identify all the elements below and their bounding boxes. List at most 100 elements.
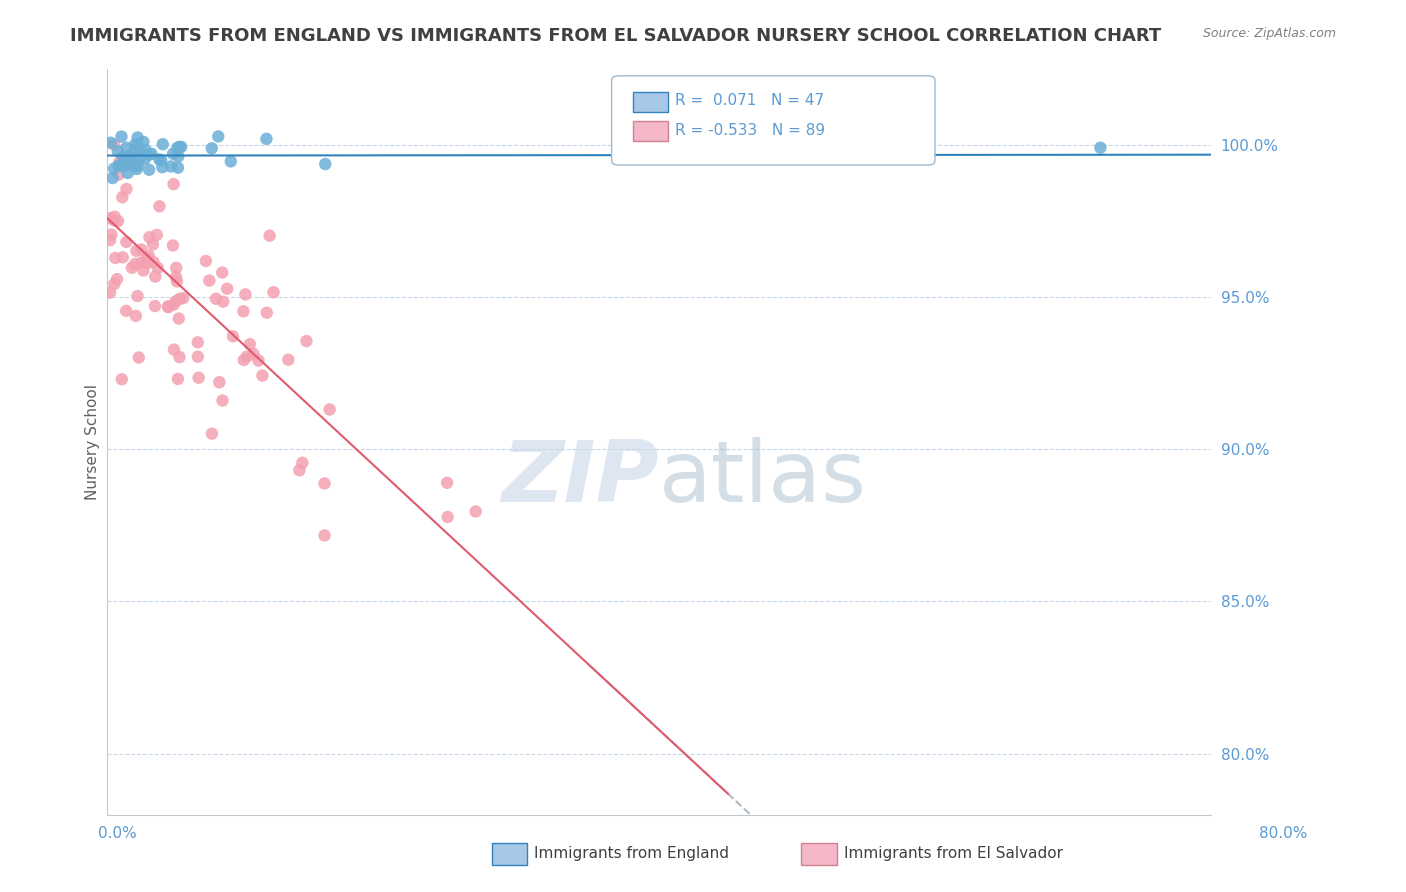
Point <box>105 272 128 286</box>
Point <box>170 140 193 154</box>
Point <box>162 146 184 161</box>
Point <box>194 254 217 268</box>
Point <box>143 299 166 313</box>
Point <box>127 130 149 145</box>
Point <box>115 141 138 155</box>
Point <box>143 269 166 284</box>
Point <box>146 227 169 242</box>
Point <box>110 159 132 173</box>
Point <box>115 235 138 249</box>
Point <box>127 159 149 173</box>
Point <box>111 251 134 265</box>
Point <box>107 168 129 182</box>
Point <box>111 372 134 386</box>
Point <box>167 161 190 175</box>
Point <box>127 289 149 303</box>
Point <box>110 129 132 144</box>
Point <box>232 304 254 318</box>
Point <box>125 309 148 323</box>
Point <box>165 294 187 309</box>
Point <box>239 337 262 351</box>
Point <box>1090 141 1112 155</box>
Point <box>108 155 131 169</box>
Point <box>165 270 187 285</box>
Point <box>107 159 129 173</box>
Point <box>129 243 152 257</box>
Point <box>101 171 124 186</box>
Point <box>242 347 264 361</box>
Point <box>104 251 127 265</box>
Point <box>166 275 188 289</box>
Text: R =  0.071   N = 47: R = 0.071 N = 47 <box>675 94 824 108</box>
Point <box>142 255 165 269</box>
Point <box>142 237 165 252</box>
Point <box>236 350 259 364</box>
Text: atlas: atlas <box>659 437 868 520</box>
Point <box>314 528 336 542</box>
Point <box>232 353 254 368</box>
Point <box>138 249 160 263</box>
Point <box>219 154 242 169</box>
Point <box>127 154 149 169</box>
Point <box>156 300 179 314</box>
Point <box>135 144 157 158</box>
Point <box>205 292 228 306</box>
Point <box>98 233 121 247</box>
Point <box>222 329 245 343</box>
Point <box>103 213 125 227</box>
Point <box>141 146 163 161</box>
Text: Immigrants from England: Immigrants from England <box>534 847 730 861</box>
Point <box>314 476 336 491</box>
Point <box>124 257 146 271</box>
Point <box>198 273 221 287</box>
Point <box>169 140 191 154</box>
Point <box>100 136 122 150</box>
Point <box>150 160 173 174</box>
Point <box>211 266 233 280</box>
Text: 80.0%: 80.0% <box>1260 827 1308 841</box>
Point <box>138 162 160 177</box>
Point <box>160 160 183 174</box>
Point <box>107 214 129 228</box>
Point <box>291 456 314 470</box>
Point <box>163 343 186 357</box>
Text: 0.0%: 0.0% <box>98 827 138 841</box>
Point <box>150 153 173 167</box>
Point <box>115 304 138 318</box>
Point <box>436 475 458 490</box>
Point <box>166 141 188 155</box>
Point <box>132 263 155 277</box>
Point <box>288 463 311 477</box>
Point <box>165 260 187 275</box>
Point <box>162 238 184 252</box>
Point <box>256 306 278 320</box>
Point <box>148 199 170 213</box>
Point <box>135 252 157 266</box>
Point <box>111 190 134 204</box>
Point <box>103 210 125 224</box>
Point <box>121 260 143 275</box>
Point <box>167 149 190 163</box>
Point <box>134 152 156 166</box>
Text: ZIP: ZIP <box>502 437 659 520</box>
Point <box>212 294 235 309</box>
Point <box>103 137 125 152</box>
Point <box>167 311 190 326</box>
Point <box>295 334 318 348</box>
Point <box>128 143 150 157</box>
Point <box>247 353 270 368</box>
Point <box>252 368 274 383</box>
Point <box>136 256 159 270</box>
Point <box>208 375 231 389</box>
Point <box>157 300 180 314</box>
Point <box>187 370 209 384</box>
Point <box>103 161 125 176</box>
Point <box>117 166 139 180</box>
Point <box>318 402 340 417</box>
Point <box>131 255 153 269</box>
Point <box>127 139 149 153</box>
Point <box>211 393 233 408</box>
Point <box>187 335 209 350</box>
Point <box>124 158 146 172</box>
Point <box>118 149 141 163</box>
